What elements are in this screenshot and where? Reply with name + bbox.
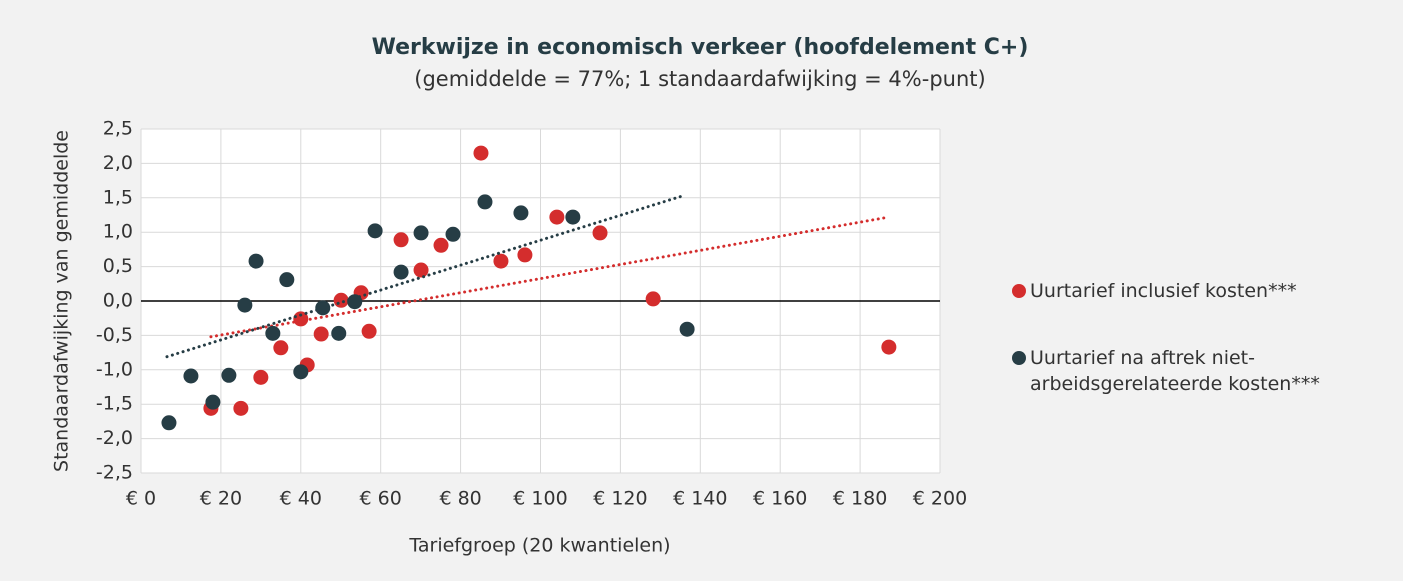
data-point (433, 237, 449, 253)
data-point (273, 340, 289, 356)
data-point (253, 369, 269, 385)
data-point (367, 223, 383, 239)
data-point (248, 253, 264, 269)
y-tick-label: -2,5 (96, 462, 133, 484)
x-tick-label: € 120 (593, 488, 647, 510)
data-point (645, 291, 661, 307)
y-tick-label: 2,0 (103, 152, 133, 174)
y-tick-label: 0,5 (103, 255, 133, 277)
data-point (477, 194, 493, 210)
data-point (549, 209, 565, 225)
y-axis-label: Standaardafwijking van gemiddelde (51, 130, 73, 472)
data-point (333, 292, 349, 308)
data-point (513, 205, 529, 221)
x-tick-label: € 20 (200, 488, 242, 510)
x-tick-label: € 140 (673, 488, 727, 510)
legend-entry: Uurtarief inclusief kosten*** (1012, 278, 1382, 304)
legend-entry: Uurtarief na aftrek niet-arbeidsgerelate… (1012, 345, 1382, 397)
data-point (183, 368, 199, 384)
legend-swatch (1012, 284, 1026, 298)
data-point (361, 323, 377, 339)
data-point (393, 264, 409, 280)
y-tick-label: -2,0 (96, 427, 133, 449)
x-tick-label: € 180 (833, 488, 887, 510)
trend-line (165, 194, 685, 359)
data-point (679, 321, 695, 337)
y-tick-label: 1,0 (103, 221, 133, 243)
chart-subtitle: (gemiddelde = 77%; 1 standaardafwijking … (414, 67, 985, 91)
x-axis-label: Tariefgroep (20 kwantielen) (408, 535, 670, 557)
x-tick-label: € 160 (753, 488, 807, 510)
data-point (413, 262, 429, 278)
legend-swatch (1012, 351, 1026, 365)
data-point (237, 297, 253, 313)
data-point (881, 339, 897, 355)
data-point (445, 226, 461, 242)
x-tick-label: € 100 (513, 488, 567, 510)
data-point (493, 253, 509, 269)
data-point (517, 247, 533, 263)
data-point (331, 325, 347, 341)
x-tick-label: € 40 (280, 488, 322, 510)
legend-label: Uurtarief na aftrek niet-arbeidsgerelate… (1030, 347, 1320, 395)
x-tick-label: € 200 (913, 488, 967, 510)
data-point (221, 367, 237, 383)
x-tick-label: € 60 (360, 488, 402, 510)
data-point (592, 225, 608, 241)
data-point (473, 145, 489, 161)
data-point (233, 400, 249, 416)
data-point (315, 300, 331, 316)
y-tick-label: 1,5 (103, 186, 133, 208)
data-point (393, 232, 409, 248)
data-point (347, 294, 363, 310)
data-point (161, 415, 177, 431)
data-point (313, 326, 329, 342)
data-point (265, 325, 281, 341)
legend-label: Uurtarief inclusief kosten*** (1030, 280, 1297, 302)
data-point (205, 394, 221, 410)
data-point (565, 209, 581, 225)
data-point (293, 311, 309, 327)
data-point (279, 272, 295, 288)
chart-title: Werkwijze in economisch verkeer (hoofdel… (372, 35, 1029, 60)
y-tick-label: -1,5 (96, 393, 133, 415)
y-tick-label: 0,0 (103, 290, 133, 312)
x-tick-label: € 0 (126, 488, 156, 510)
data-point (293, 364, 309, 380)
y-tick-label: -0,5 (96, 324, 133, 346)
y-tick-label: 2,5 (103, 118, 133, 140)
x-tick-label: € 80 (439, 488, 481, 510)
data-point (413, 225, 429, 241)
y-tick-label: -1,0 (96, 358, 133, 380)
